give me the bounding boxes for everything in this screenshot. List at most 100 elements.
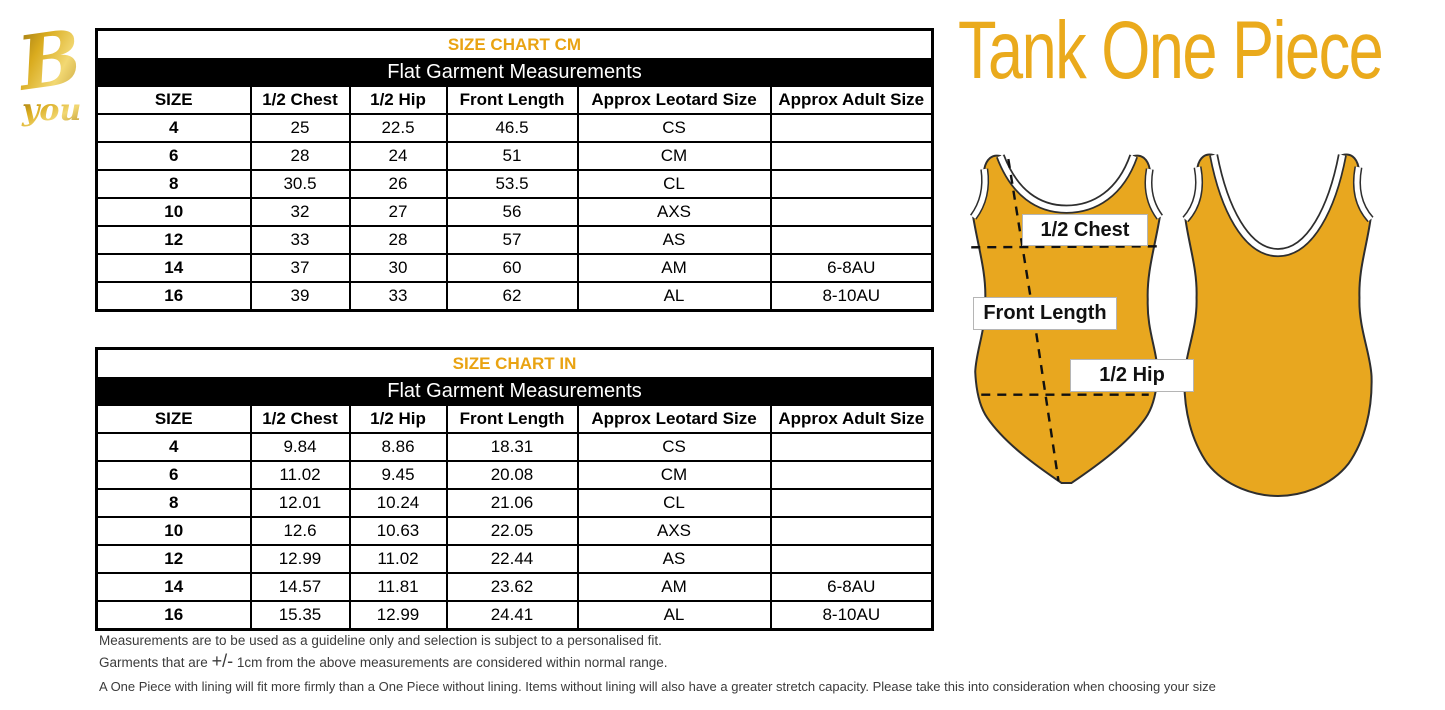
leotard-back-diagram xyxy=(1182,153,1374,497)
table-row: 4 25 22.5 46.5 CS xyxy=(95,113,934,143)
value-cell: 22.5 xyxy=(348,113,448,143)
value-cell: 24 xyxy=(348,141,448,171)
value-cell: 21.06 xyxy=(445,488,579,518)
column-header: 1/2 Chest xyxy=(249,85,351,115)
value-cell: 15.35 xyxy=(249,600,351,631)
value-cell: 6-8AU xyxy=(769,572,934,602)
brand-logo-icon: B you xyxy=(11,14,87,128)
table-row: 14 14.57 11.81 23.62 AM 6-8AU xyxy=(95,572,934,602)
value-cell: 25 xyxy=(249,113,351,143)
value-cell: 20.08 xyxy=(445,460,579,490)
value-cell: 22.44 xyxy=(445,544,579,574)
size-chart-title: SIZE CHART IN xyxy=(95,347,934,379)
size-chart-cm-table: SIZE CHART CM Flat Garment Measurements SI… xyxy=(95,28,935,312)
value-cell: 56 xyxy=(445,197,579,227)
value-cell: 60 xyxy=(445,253,579,283)
note-tolerance-suffix: 1cm from the above measurements are cons… xyxy=(233,655,668,670)
value-cell: 46.5 xyxy=(445,113,579,143)
neck-trim xyxy=(997,155,1137,212)
value-cell: 8-10AU xyxy=(769,600,934,631)
value-cell: 9.84 xyxy=(249,432,351,462)
value-cell: 30 xyxy=(348,253,448,283)
value-cell: CL xyxy=(576,488,772,518)
value-cell: 6-8AU xyxy=(769,253,934,283)
size-cell: 4 xyxy=(95,113,252,143)
size-cell: 8 xyxy=(95,169,252,199)
value-cell: 12.99 xyxy=(249,544,351,574)
table-row: 12 33 28 57 AS xyxy=(95,225,934,255)
back-armhole-trim-right xyxy=(1354,166,1373,222)
value-cell xyxy=(769,544,934,574)
value-cell: 28 xyxy=(249,141,351,171)
column-header: Approx Leotard Size xyxy=(576,85,772,115)
size-chart-title: SIZE CHART CM xyxy=(95,28,934,60)
size-cell: 6 xyxy=(95,460,252,490)
value-cell: AL xyxy=(576,600,772,631)
size-cell: 10 xyxy=(95,197,252,227)
back-neck-trim xyxy=(1210,154,1346,256)
back-armhole-trim-left xyxy=(1183,166,1202,222)
value-cell: AL xyxy=(576,281,772,312)
armhole-trim-right xyxy=(1145,168,1162,219)
value-cell: 33 xyxy=(348,281,448,312)
value-cell: 33 xyxy=(249,225,351,255)
table-row: 6 11.02 9.45 20.08 CM xyxy=(95,460,934,490)
table-row: 8 12.01 10.24 21.06 CL xyxy=(95,488,934,518)
note-lining: A One Piece with lining will fit more fi… xyxy=(99,679,1216,694)
value-cell xyxy=(769,432,934,462)
value-cell: 22.05 xyxy=(445,516,579,546)
value-cell xyxy=(769,516,934,546)
brand-logo: B you xyxy=(8,14,90,128)
table-row: 12 12.99 11.02 22.44 AS xyxy=(95,544,934,574)
table-row: 6 28 24 51 CM xyxy=(95,141,934,171)
value-cell: 8-10AU xyxy=(769,281,934,312)
value-cell: 10.24 xyxy=(348,488,448,518)
half-chest-label: 1/2 Chest xyxy=(1022,214,1148,246)
value-cell: 32 xyxy=(249,197,351,227)
value-cell: CS xyxy=(576,432,772,462)
garment-diagram-group: 1/2 Chest Front Length 1/2 Hip xyxy=(963,145,1395,507)
value-cell: 8.86 xyxy=(348,432,448,462)
armhole-trim-left xyxy=(971,168,988,219)
brand-letter: B xyxy=(11,16,87,108)
size-cell: 4 xyxy=(95,432,252,462)
value-cell: 18.31 xyxy=(445,432,579,462)
size-cell: 14 xyxy=(95,253,252,283)
value-cell: 26 xyxy=(348,169,448,199)
note-tolerance-prefix: Garments that are xyxy=(99,655,212,670)
column-header: 1/2 Hip xyxy=(348,404,448,434)
value-cell xyxy=(769,460,934,490)
value-cell: 11.02 xyxy=(348,544,448,574)
value-cell xyxy=(769,225,934,255)
table-row: 10 32 27 56 AXS xyxy=(95,197,934,227)
value-cell: CS xyxy=(576,113,772,143)
table-row: 4 9.84 8.86 18.31 CS xyxy=(95,432,934,462)
column-header: SIZE xyxy=(95,85,252,115)
value-cell xyxy=(769,169,934,199)
front-length-measure-line xyxy=(1007,158,1060,482)
value-cell xyxy=(769,488,934,518)
value-cell: 23.62 xyxy=(445,572,579,602)
value-cell: 27 xyxy=(348,197,448,227)
front-length-label: Front Length xyxy=(973,297,1117,330)
note-guideline: Measurements are to be used as a guideli… xyxy=(99,633,662,648)
value-cell: 37 xyxy=(249,253,351,283)
plus-minus-symbol: +/- xyxy=(211,651,234,671)
value-cell: 57 xyxy=(445,225,579,255)
column-header: Front Length xyxy=(445,85,579,115)
size-chart-in-table: SIZE CHART IN Flat Garment Measurements SI… xyxy=(95,347,935,631)
size-cell: 10 xyxy=(95,516,252,546)
value-cell: AS xyxy=(576,544,772,574)
value-cell: AS xyxy=(576,225,772,255)
column-header: 1/2 Chest xyxy=(249,404,351,434)
column-header: 1/2 Hip xyxy=(348,85,448,115)
value-cell: 12.01 xyxy=(249,488,351,518)
value-cell: 24.41 xyxy=(445,600,579,631)
value-cell: AM xyxy=(576,572,772,602)
measurements-banner: Flat Garment Measurements xyxy=(95,377,934,406)
value-cell: AM xyxy=(576,253,772,283)
leotard-back-body xyxy=(1183,153,1373,497)
size-cell: 12 xyxy=(95,225,252,255)
table-row: 8 30.5 26 53.5 CL xyxy=(95,169,934,199)
value-cell: AXS xyxy=(576,516,772,546)
